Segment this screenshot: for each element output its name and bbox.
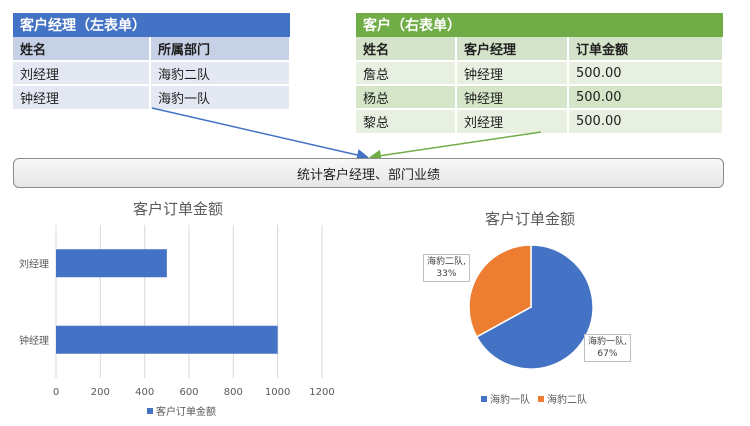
table-row: 詹总 钟经理 500.00 [356, 60, 724, 85]
table-row: 刘经理 海豹二队 [13, 60, 291, 85]
legend-label: 海豹二队 [547, 395, 587, 406]
x-tick-label: 0 [53, 387, 59, 398]
column-header-department: 所属部门 [150, 37, 291, 61]
legend-swatch [538, 395, 544, 402]
pie-slice [468, 244, 532, 338]
x-tick-label: 1200 [309, 387, 334, 398]
x-tick-label: 600 [179, 387, 198, 398]
customer-table-title: 客户（右表单） [356, 13, 723, 37]
statistics-button-label: 统计客户经理、部门业绩 [296, 167, 440, 183]
left-connector-arrow [151, 107, 369, 161]
legend-label: 客户订单金额 [156, 407, 216, 418]
x-tick-label: 1000 [265, 387, 290, 398]
table-cell[interactable]: 海豹二队 [150, 60, 291, 85]
column-header-name: 姓名 [13, 37, 151, 61]
column-header-manager: 客户经理 [456, 37, 569, 61]
table-cell[interactable]: 黎总 [356, 108, 457, 133]
pie-chart-title: 客户订单金额 [484, 210, 575, 228]
y-tick-label: 钟经理 [19, 334, 49, 347]
table-cell[interactable]: 刘经理 [13, 60, 151, 85]
manager-table: 客户经理（左表单） 姓名 所属部门 刘经理 海豹二队 钟经理 海豹一队 [13, 13, 291, 109]
pie-chart-legend: 海豹一队 海豹二队 [481, 391, 587, 406]
table-row: 杨总 钟经理 500.00 [356, 84, 724, 109]
table-cell[interactable]: 500.00 [568, 84, 724, 109]
table-cell[interactable]: 500.00 [568, 108, 724, 133]
table-cell[interactable]: 钟经理 [13, 84, 151, 109]
y-tick-label: 刘经理 [19, 257, 49, 270]
right-connector-arrow [369, 131, 542, 162]
column-header-amount: 订单金额 [568, 37, 724, 61]
statistics-button[interactable]: 统计客户经理、部门业绩 [13, 158, 724, 188]
column-header-name: 姓名 [356, 37, 457, 61]
x-tick-label: 200 [91, 387, 110, 398]
table-cell[interactable]: 钟经理 [456, 60, 569, 85]
pie-data-label: 海豹一队, 67% [584, 334, 631, 362]
legend-label: 海豹一队 [490, 395, 530, 406]
table-cell[interactable]: 詹总 [356, 60, 457, 85]
table-row: 黎总 刘经理 500.00 [356, 108, 724, 133]
table-row: 钟经理 海豹一队 [13, 84, 291, 109]
bar [56, 325, 278, 354]
x-tick-label: 800 [224, 387, 243, 398]
customer-table: 客户（右表单） 姓名 客户经理 订单金额 詹总 钟经理 500.00 杨总 钟经… [356, 13, 724, 133]
table-cell[interactable]: 杨总 [356, 84, 457, 109]
bar-chart-legend: 客户订单金额 [147, 403, 216, 418]
table-cell[interactable]: 钟经理 [456, 84, 569, 109]
legend-swatch [481, 395, 487, 402]
table-cell[interactable]: 500.00 [568, 60, 724, 85]
table-cell[interactable]: 刘经理 [456, 108, 569, 133]
x-tick-label: 400 [135, 387, 154, 398]
table-cell[interactable]: 海豹一队 [150, 84, 291, 109]
manager-table-title: 客户经理（左表单） [13, 13, 290, 37]
bar [56, 249, 167, 278]
pie-data-label: 海豹二队, 33% [423, 254, 470, 282]
legend-swatch [147, 407, 153, 414]
bar-chart-title: 客户订单金额 [132, 200, 223, 218]
